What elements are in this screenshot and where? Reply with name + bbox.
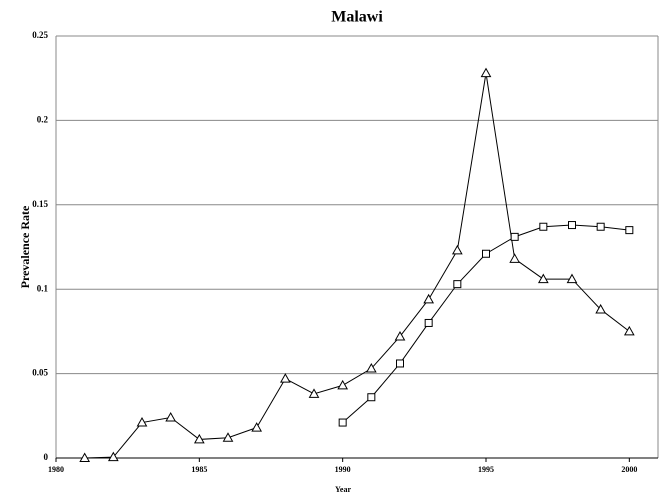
marker [482, 249, 490, 258]
x-tick-label: 1985 [191, 465, 207, 474]
x-axis-label: Year [335, 485, 351, 494]
y-tick-label: 0.1 [37, 283, 49, 293]
marker [510, 232, 519, 241]
marker [222, 432, 234, 442]
marker [595, 303, 607, 314]
marker [623, 325, 635, 336]
y-tick-label: 0.15 [32, 199, 48, 209]
x-tick-label: 1990 [335, 465, 351, 474]
marker [251, 422, 263, 432]
chart-title: Malawi [331, 9, 383, 26]
marker [365, 363, 377, 373]
marker [596, 222, 605, 231]
marker [451, 244, 463, 255]
marker [480, 67, 492, 78]
marker [424, 318, 433, 327]
y-axis-label: Prevalence Rate [18, 205, 32, 288]
marker [539, 222, 548, 231]
y-tick-label: 0.05 [32, 368, 48, 378]
series-line [84, 73, 630, 459]
y-tick-label: 0.25 [32, 30, 48, 40]
marker [165, 411, 177, 422]
marker [338, 418, 347, 427]
marker [537, 273, 549, 284]
marker [193, 433, 205, 444]
marker [136, 417, 148, 427]
marker [337, 379, 349, 390]
marker [79, 452, 91, 462]
marker [367, 393, 376, 402]
marker [509, 253, 521, 263]
y-tick-label: 0.2 [37, 114, 49, 124]
marker [453, 280, 462, 289]
marker [568, 221, 576, 230]
marker [423, 293, 435, 304]
marker [308, 388, 320, 398]
x-tick-label: 1980 [48, 465, 64, 474]
marker [625, 226, 634, 235]
marker [394, 330, 406, 341]
x-tick-label: 2000 [621, 465, 637, 474]
x-tick-label: 1995 [478, 465, 494, 474]
marker [279, 373, 291, 383]
marker [396, 359, 404, 368]
y-tick-label: 0 [44, 452, 49, 462]
marker [107, 451, 119, 462]
marker [566, 273, 578, 284]
